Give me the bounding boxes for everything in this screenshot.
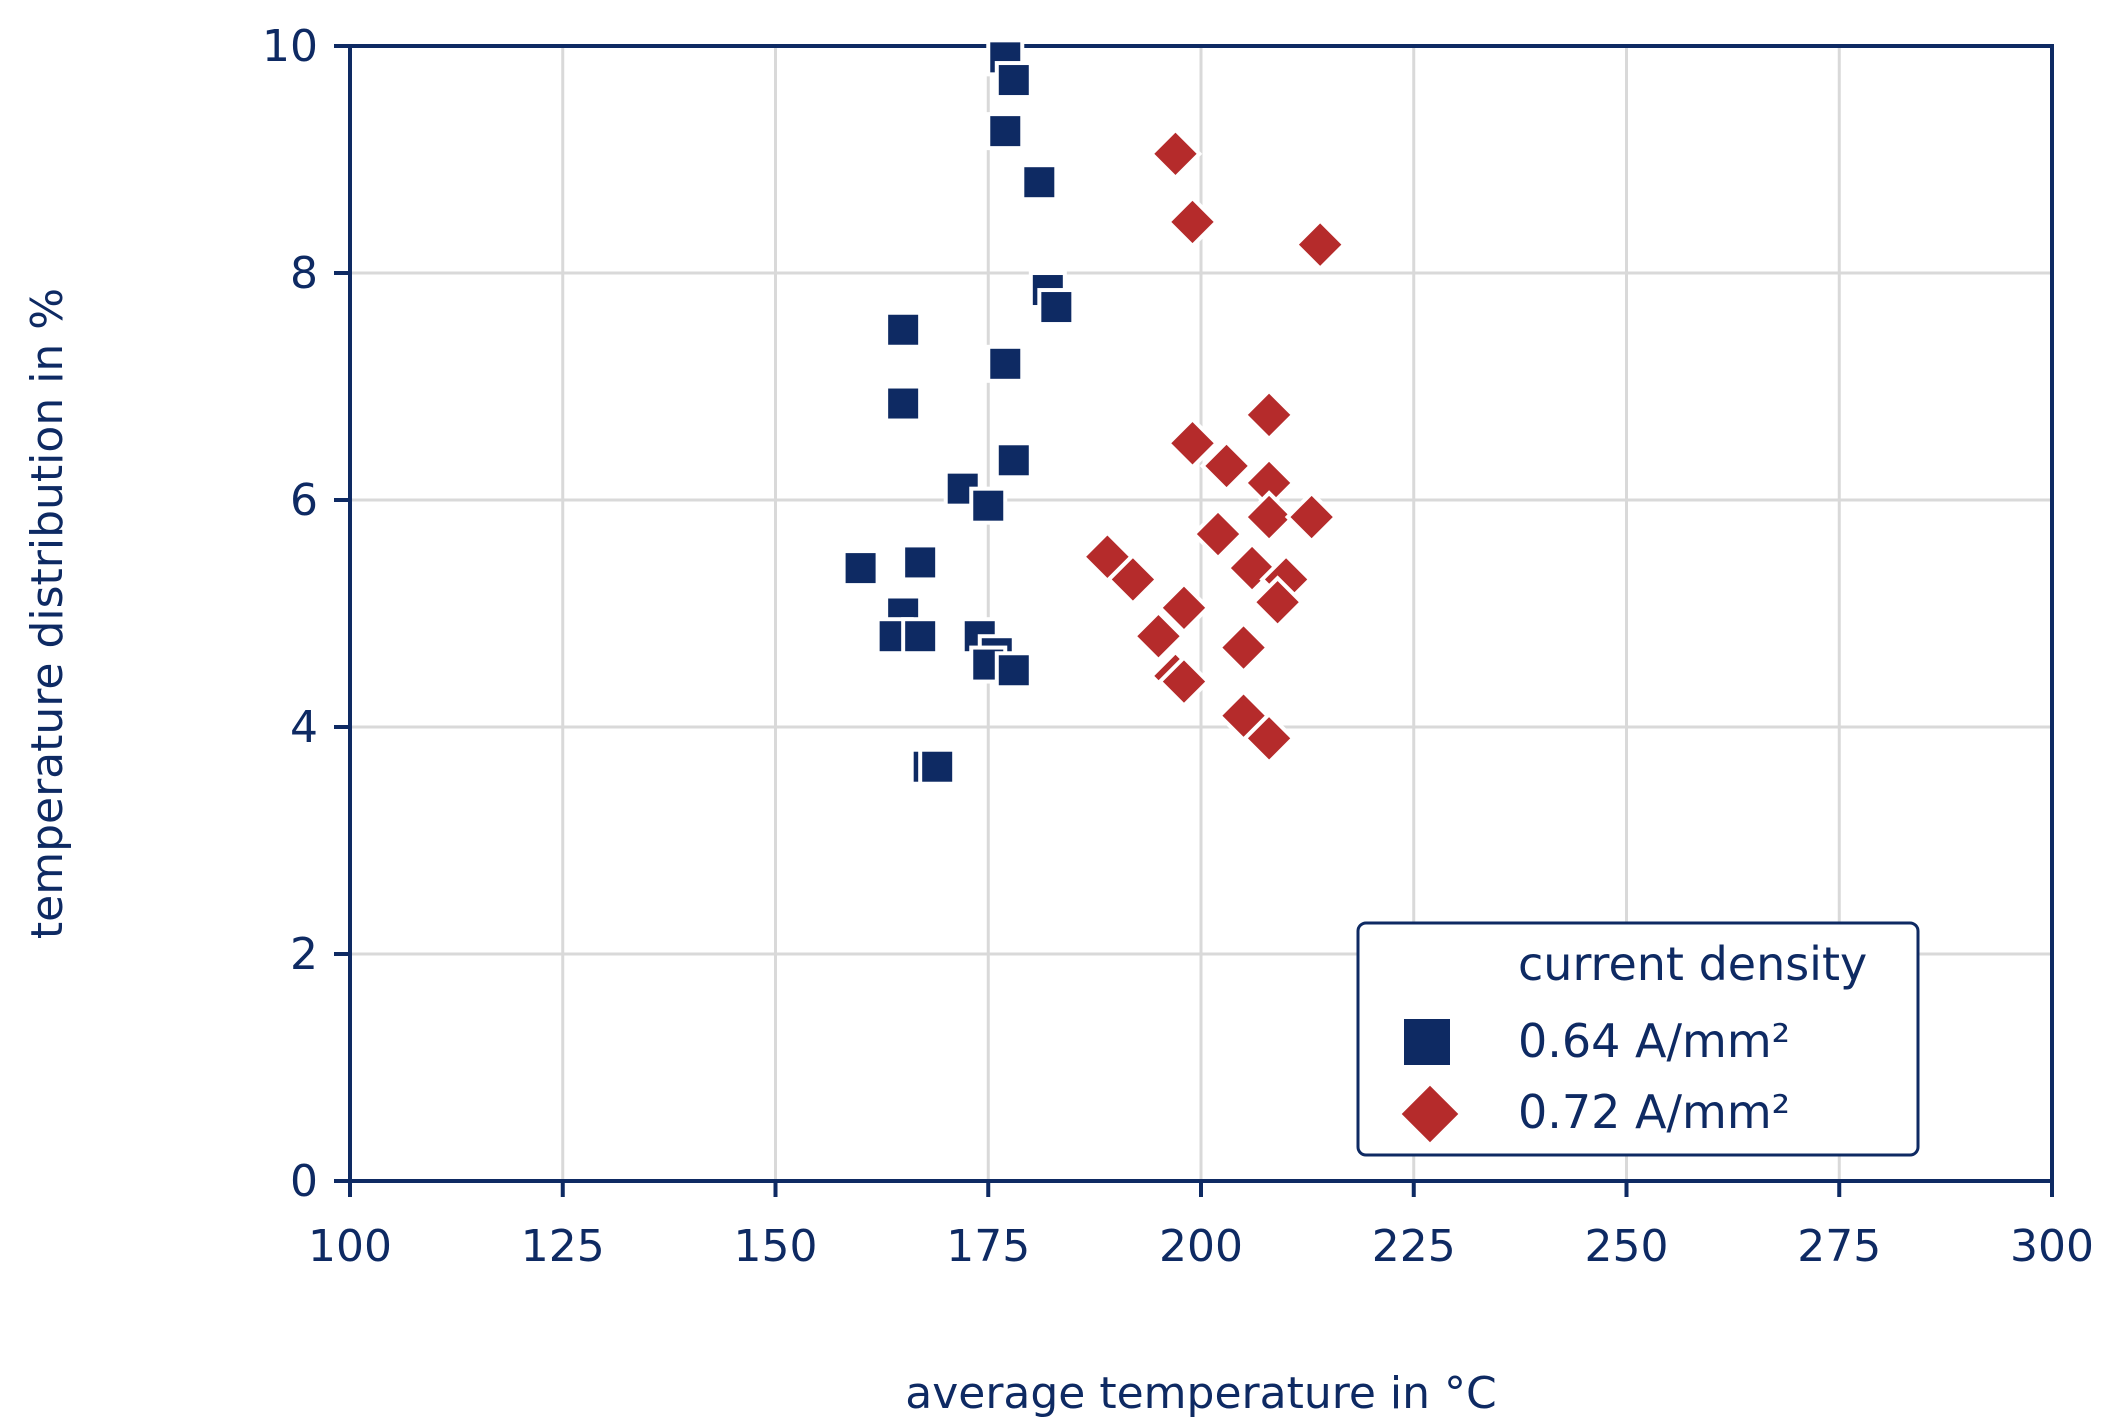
- legend-marker-square: [1404, 1019, 1450, 1065]
- data-point-square: [841, 549, 880, 588]
- data-point-square: [986, 112, 1025, 151]
- legend-box: [1356, 921, 1920, 1157]
- x-tick-label: 150: [734, 1221, 818, 1272]
- x-tick-label: 175: [946, 1221, 1030, 1272]
- data-point-square: [969, 486, 1008, 525]
- data-point-square: [1037, 288, 1076, 327]
- y-axis-title: temperature distribution in %: [22, 288, 73, 939]
- data-point-diamond: [1165, 195, 1220, 249]
- grid: [350, 46, 2052, 1181]
- x-axis-title: average temperature in °C: [905, 1368, 1497, 1419]
- data-point-square: [1020, 163, 1059, 202]
- data-point-square: [986, 344, 1025, 383]
- data-point-diamond: [1106, 552, 1160, 607]
- data-point-diamond: [1157, 580, 1211, 635]
- data-point-square: [884, 310, 923, 349]
- legend-title: current density: [1518, 937, 1867, 991]
- data-point-square: [918, 747, 957, 786]
- y-tick-label: 8: [290, 248, 318, 299]
- x-tick-label: 125: [521, 1221, 605, 1272]
- legend-marker-diamond: [1401, 1085, 1459, 1143]
- data-point-diamond: [1191, 507, 1245, 561]
- data-point-square: [994, 61, 1033, 100]
- x-tick-label: 225: [1372, 1221, 1456, 1272]
- y-tick-label: 2: [290, 929, 318, 980]
- data-point-diamond: [1148, 126, 1203, 181]
- data-point-diamond: [1199, 439, 1254, 493]
- data-point-diamond: [1131, 609, 1186, 664]
- data-point-diamond: [1293, 217, 1347, 272]
- y-tick-label: 4: [290, 702, 318, 753]
- data-point-diamond: [1242, 711, 1296, 766]
- data-point-diamond: [1250, 575, 1305, 629]
- y-tick-label: 10: [262, 21, 318, 72]
- data-point-square: [994, 651, 1033, 690]
- x-tick-label: 200: [1159, 1221, 1243, 1272]
- x-tick-label: 250: [1585, 1221, 1669, 1272]
- data-points: [841, 38, 1347, 786]
- y-tick-label: 6: [290, 475, 318, 526]
- data-point-diamond: [1242, 388, 1296, 442]
- data-point-square: [994, 441, 1033, 480]
- data-point-square: [901, 543, 940, 582]
- legend: current density 0.64 A/mm² 0.72 A/mm²: [1356, 921, 1920, 1157]
- y-tick-label: 0: [290, 1156, 318, 1207]
- x-tick-label: 300: [2010, 1221, 2094, 1272]
- data-point-square: [884, 384, 923, 423]
- x-tick-label: 100: [308, 1221, 392, 1272]
- x-tick-label: 275: [1797, 1221, 1881, 1272]
- data-point-diamond: [1242, 490, 1296, 544]
- legend-label-series-1: 0.64 A/mm²: [1518, 1014, 1790, 1068]
- data-point-diamond: [1165, 416, 1220, 471]
- data-point-diamond: [1157, 654, 1211, 709]
- data-point-diamond: [1284, 490, 1339, 544]
- legend-label-series-2: 0.72 A/mm²: [1518, 1085, 1790, 1139]
- data-point-square: [901, 617, 940, 656]
- data-point-diamond: [1216, 620, 1271, 675]
- ticks: 100 125 150 175 200 225 250 275 300 0 2 4 6 8 10: [262, 21, 2094, 1272]
